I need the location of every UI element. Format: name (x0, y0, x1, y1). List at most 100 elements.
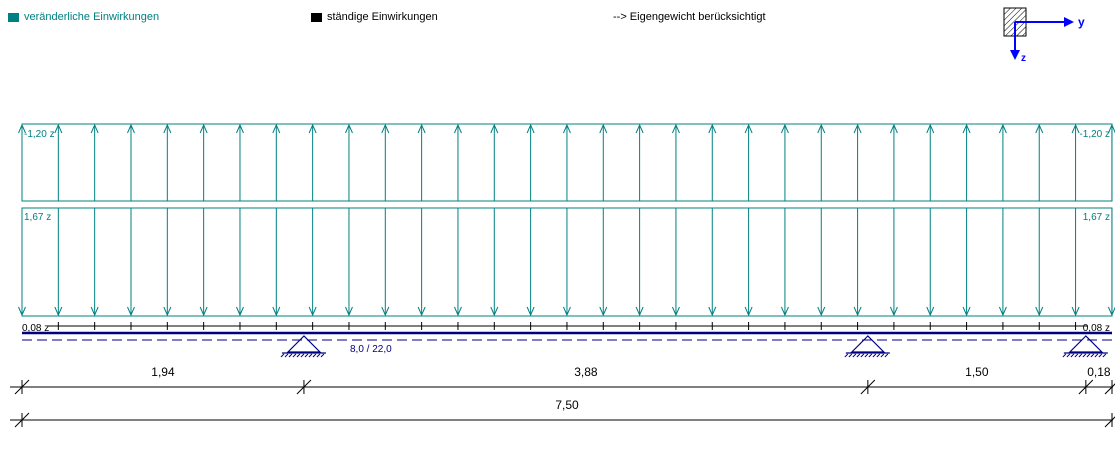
legend-swatch-permanent (311, 12, 322, 22)
downward-arrowhead (708, 306, 717, 317)
downward-arrowhead (635, 306, 644, 317)
total-dimension-slash (14, 412, 30, 428)
upward-arrowhead (853, 123, 862, 134)
downward-arrowhead (998, 306, 1007, 317)
span-dimension-label: 3,88 (574, 365, 598, 379)
upward-arrowhead (199, 123, 208, 134)
downward-arrowhead (1035, 306, 1044, 317)
small-load-left-label: 0,08 z (22, 323, 49, 334)
total-dimension-row: 7,50 (10, 398, 1115, 428)
beam: 8,0 / 22,0 (22, 331, 1112, 355)
small-load-right-label: 0,08 z (1083, 323, 1110, 334)
upward-arrowhead (18, 123, 26, 134)
supports (280, 335, 1108, 358)
downward-arrowhead (18, 306, 26, 317)
total-dimension-label: 7,50 (555, 398, 579, 412)
downward-arrowhead (853, 306, 862, 317)
support-icon (1062, 335, 1108, 358)
span-dimension-label: 0,18 (1087, 365, 1111, 379)
upward-arrowhead (454, 123, 462, 134)
upward-arrowhead (926, 123, 935, 134)
downward-arrowhead (381, 306, 390, 317)
upward-load-block: -1,20 z -1,20 z (18, 123, 1115, 202)
downward-arrowhead (345, 306, 353, 317)
support-icon (844, 335, 890, 358)
small-load-strip: 0,08 z 0,08 z (22, 322, 1110, 334)
downward-arrowhead (417, 306, 426, 317)
upward-arrowhead (90, 123, 99, 134)
downward-load-arrows (18, 208, 1115, 317)
downward-arrowhead (1071, 306, 1080, 317)
upward-arrowhead (671, 123, 680, 134)
upward-load-arrows (18, 123, 1115, 201)
downward-arrowhead (90, 306, 99, 317)
span-dimension-slash (1078, 379, 1094, 395)
upward-arrowhead (599, 123, 608, 134)
downward-load-left-label: 1,67 z (24, 212, 51, 223)
downward-arrowhead (490, 306, 499, 317)
downward-arrowhead (926, 306, 935, 317)
span-dimension-label: 1,94 (151, 365, 175, 379)
downward-arrowhead (199, 306, 208, 317)
downward-arrowhead (163, 306, 172, 317)
upward-arrowhead (1107, 123, 1115, 134)
upward-arrowhead (163, 123, 172, 134)
upward-arrowhead (308, 123, 317, 134)
downward-arrowhead (526, 306, 535, 317)
y-axis-label: y (1078, 15, 1085, 29)
upward-arrowhead (744, 123, 753, 134)
upward-arrowhead (490, 123, 499, 134)
upward-arrowhead (526, 123, 535, 134)
span-dimension-slash (296, 379, 312, 395)
upward-arrowhead (272, 123, 281, 134)
downward-arrowhead (1107, 306, 1115, 317)
legend-label-selfweight: --> Eigengewicht berücksichtigt (613, 11, 766, 23)
upward-arrowhead (962, 123, 971, 134)
downward-load-block: 1,67 z 1,67 z (18, 207, 1115, 317)
y-axis-arrowhead (1064, 17, 1074, 27)
total-dimension-slash (1104, 416, 1115, 428)
downward-arrowhead (236, 306, 244, 317)
downward-arrowhead (562, 306, 571, 317)
legend-label-variable: veränderliche Einwirkungen (24, 11, 160, 23)
upward-arrowhead (708, 123, 717, 134)
upward-arrowhead (889, 123, 898, 134)
downward-arrowhead (889, 306, 898, 317)
span-dimension-row: 1,94 3,88 1,50 0,18 (10, 365, 1115, 395)
span-dimension-label: 1,50 (965, 365, 989, 379)
downward-load-right-label: 1,67 z (1083, 212, 1110, 223)
downward-arrowhead (54, 306, 63, 317)
downward-arrowhead (780, 306, 789, 317)
span-dimension-slash (1104, 383, 1115, 395)
upward-arrowhead (54, 123, 63, 134)
downward-arrowhead (454, 306, 462, 317)
z-axis-arrowhead (1010, 50, 1020, 60)
downward-arrowhead (817, 306, 826, 317)
upward-arrowhead (127, 123, 135, 134)
span-dimension-slash (14, 379, 30, 395)
small-load-ticks (57, 322, 1077, 330)
downward-arrowhead (744, 306, 753, 317)
z-axis-label: z (1021, 53, 1026, 64)
upward-arrowhead (998, 123, 1007, 134)
upward-arrowhead (381, 123, 390, 134)
span-dimension-slash (860, 379, 876, 395)
upward-load-left-label: -1,20 z (24, 129, 55, 140)
upward-arrowhead (1071, 123, 1080, 134)
upward-load-right-label: -1,20 z (1079, 129, 1110, 140)
legend-swatch-variable (8, 12, 19, 22)
beam-section-label: 8,0 / 22,0 (350, 344, 392, 355)
downward-arrowhead (962, 306, 971, 317)
downward-arrowhead (308, 306, 317, 317)
upward-arrowhead (562, 123, 571, 134)
support-icon (280, 335, 326, 358)
legend-variable-actions: veränderliche Einwirkungen (8, 10, 159, 24)
upward-arrowhead (635, 123, 644, 134)
downward-arrowhead (599, 306, 608, 317)
upward-arrowhead (345, 123, 353, 134)
dimension-lines: 1,94 3,88 1,50 0,18 7,50 (10, 365, 1115, 428)
legend-selfweight-note: --> Eigengewicht berücksichtigt (613, 10, 766, 24)
legend-permanent-actions: ständige Einwirkungen (311, 10, 438, 24)
upward-arrowhead (236, 123, 244, 134)
